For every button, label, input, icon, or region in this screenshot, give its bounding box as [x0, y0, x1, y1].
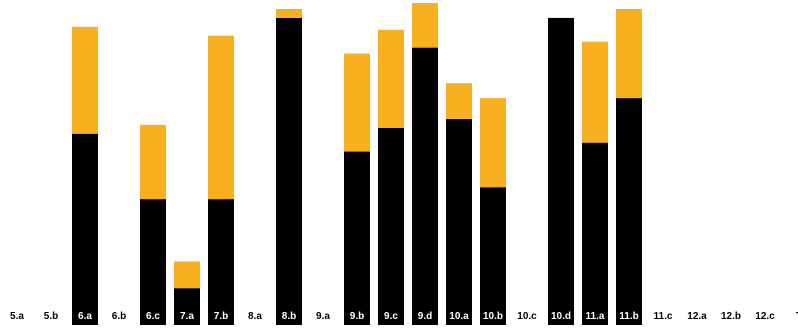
tick-label-6-a: 6.a	[78, 311, 92, 322]
bar-top-7-b	[208, 35, 234, 200]
tick-label-6-b: 6.b	[112, 311, 126, 322]
tick-label-t: T	[796, 311, 798, 322]
tick-label-9-c: 9.c	[384, 311, 398, 322]
tick-label-9-d: 9.d	[418, 311, 432, 322]
tick-label-7-a: 7.a	[180, 311, 194, 322]
tick-label-9-a: 9.a	[316, 311, 330, 322]
tick-label-10-b: 10.b	[483, 311, 503, 322]
bar-top-6-c	[140, 124, 166, 200]
bar-base-7-a	[174, 288, 200, 325]
bar-top-10-a	[446, 83, 472, 119]
tick-label-6-c: 6.c	[146, 311, 160, 322]
tick-label-5-a: 5.a	[10, 311, 24, 322]
tick-label-11-c: 11.c	[654, 311, 673, 322]
tick-label-12-b: 12.b	[721, 311, 741, 322]
tick-label-5-b: 5.b	[44, 311, 58, 322]
bar-top-6-a	[72, 26, 98, 134]
bar-top-9-d	[412, 3, 438, 48]
tick-label-10-d: 10.d	[551, 311, 571, 322]
bar-base-6-a	[72, 133, 98, 325]
tick-label-12-a: 12.a	[687, 311, 707, 322]
bar-base-10-b	[480, 187, 506, 325]
bar-base-10-d	[548, 17, 574, 325]
tick-label-7-b: 7.b	[214, 311, 228, 322]
bar-top-9-b	[344, 53, 370, 152]
bar-base-6-c	[140, 199, 166, 325]
bar-base-10-a	[446, 118, 472, 325]
bar-top-7-a	[174, 261, 200, 289]
tick-label-11-b: 11.b	[619, 311, 638, 322]
tick-label-12-c: 12.c	[755, 311, 775, 322]
bar-base-9-d	[412, 47, 438, 326]
tick-label-8-b: 8.b	[282, 311, 296, 322]
tick-label-9-b: 9.b	[350, 311, 364, 322]
bar-top-10-b	[480, 98, 506, 188]
bar-base-7-b	[208, 199, 234, 325]
bar-base-11-a	[582, 142, 608, 325]
bar-base-11-b	[616, 98, 642, 325]
bar-top-9-c	[378, 29, 404, 128]
tick-label-8-a: 8.a	[248, 311, 262, 322]
bar-base-9-c	[378, 127, 404, 325]
bar-top-11-b	[616, 9, 642, 99]
tick-label-10-a: 10.a	[449, 311, 469, 322]
bar-top-8-b	[276, 9, 302, 18]
bar-base-8-b	[276, 17, 302, 325]
tick-label-10-c: 10.c	[517, 311, 537, 322]
bar-top-11-a	[582, 41, 608, 143]
bar-base-9-b	[344, 151, 370, 325]
tick-label-11-a: 11.a	[586, 311, 605, 322]
